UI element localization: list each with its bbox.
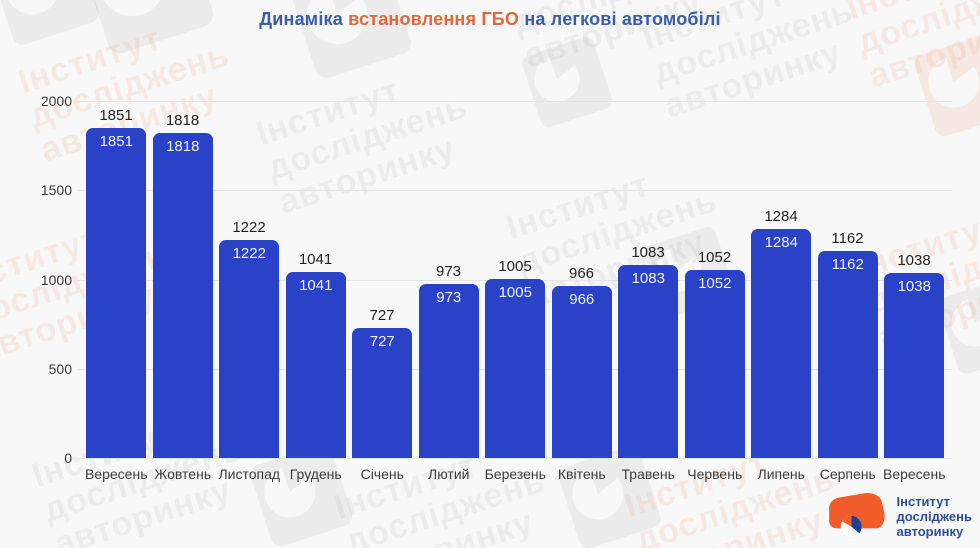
chart-title-part: встановлення ГБО [348,9,520,29]
bar-value-label-above: 1052 [697,249,732,267]
bar [285,272,346,458]
x-axis-label: Вересень [882,466,946,482]
x-axis-label: Липень [757,466,805,482]
bar-value-label-above: 1038 [897,251,931,269]
bar [219,239,280,458]
bar-value-label-inside: 1284 [764,233,798,251]
car-piechart-logo-icon [825,490,889,543]
y-axis-tick-label: 0 [64,450,72,466]
bar-value-label-inside: 1041 [299,277,333,295]
x-axis-label: Жовтень [154,466,212,482]
bar [618,264,679,458]
bar-value-label-inside: 1038 [897,277,931,295]
bar-value-label-inside: 1851 [99,132,133,150]
chart-title-part: на легкові автомобілі [524,9,721,29]
logo-line: досліджень [896,509,973,524]
logo-line: авторинку [896,524,964,539]
x-axis-label: Листопад [218,466,281,482]
institute-logo: Інститут досліджень авторинку [825,490,973,543]
bar [152,133,213,458]
gridline [78,190,952,192]
bar-value-label-above: 973 [435,263,462,281]
x-axis-label: Лютий [428,466,470,482]
chart-title-part: Динаміка [259,9,343,29]
bar-value-label-inside: 1818 [166,138,200,156]
bar-value-label-above: 1162 [831,229,864,247]
bar [485,278,546,458]
y-axis-tick-label: 1000 [40,271,72,288]
gridline [78,458,952,459]
bar [684,270,745,458]
bar [551,285,612,458]
bar-value-label-inside: 973 [436,289,462,307]
bar [418,284,479,458]
bar-value-label-inside: 1162 [831,255,864,273]
x-axis-label: Вересень [84,466,148,482]
bar-value-label-above: 1222 [232,218,266,236]
y-axis-tick-label: 2000 [40,93,72,109]
bar-value-label-inside: 1083 [631,269,665,287]
bar-value-label-above: 1083 [631,243,665,261]
bar-value-label-inside: 1052 [698,275,732,293]
bar-value-label-inside: 727 [369,333,395,351]
chart-title: Динаміка встановлення ГБО на легкові авт… [0,9,980,30]
institute-logo-text: Інститут досліджень авторинку [897,494,973,539]
bar-value-label-above: 1041 [298,251,333,269]
bar-value-label-above: 1818 [165,112,200,130]
bar-value-label-above: 727 [369,307,395,325]
x-axis-label: Червень [687,466,743,482]
gridline [78,101,952,102]
bar [751,228,812,458]
x-axis-label: Грудень [289,466,342,482]
x-axis-label: Березень [484,466,546,482]
bar-value-label-above: 1005 [498,257,532,275]
y-axis-tick-label: 500 [48,360,72,377]
bar [817,250,878,458]
bar-value-label-above: 1851 [99,106,133,124]
bar-value-label-inside: 1222 [232,244,266,262]
x-axis-label: Січень [360,466,404,482]
logo-line: Інститут [896,494,951,509]
bar [884,272,945,458]
y-axis-tick-label: 1500 [40,182,72,199]
bar-value-label-inside: 966 [569,290,595,308]
bar [352,328,413,458]
bar [86,127,147,458]
x-axis-label: Серпень [819,466,876,482]
x-axis-label: Квітень [557,466,606,482]
x-axis-label: Травень [621,466,675,482]
bar-value-label-above: 1284 [764,207,798,225]
bar-value-label-inside: 1005 [498,283,532,301]
bar-value-label-above: 966 [568,264,595,282]
